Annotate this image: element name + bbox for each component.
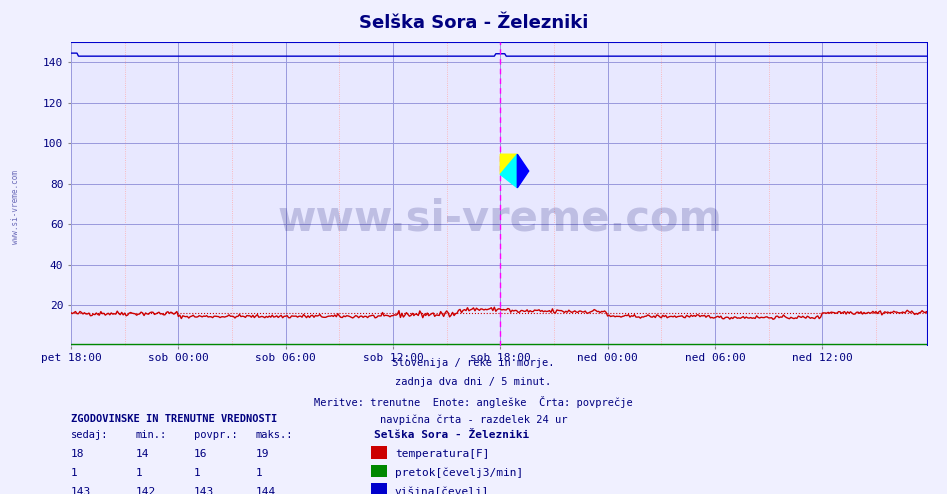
- Text: povpr.:: povpr.:: [194, 430, 238, 440]
- Text: 16: 16: [194, 449, 207, 459]
- Text: 144: 144: [256, 487, 276, 494]
- Text: 1: 1: [194, 468, 201, 478]
- Text: 143: 143: [71, 487, 91, 494]
- Text: 142: 142: [135, 487, 155, 494]
- Text: 1: 1: [135, 468, 142, 478]
- Text: Selška Sora - Železniki: Selška Sora - Železniki: [374, 430, 529, 440]
- Text: Meritve: trenutne  Enote: angleške  Črta: povprečje: Meritve: trenutne Enote: angleške Črta: …: [314, 396, 633, 408]
- Text: Slovenija / reke in morje.: Slovenija / reke in morje.: [392, 358, 555, 368]
- Text: zadnja dva dni / 5 minut.: zadnja dva dni / 5 minut.: [396, 377, 551, 387]
- Text: pretok[čevelj3/min]: pretok[čevelj3/min]: [395, 467, 523, 478]
- Text: Selška Sora - Železniki: Selška Sora - Železniki: [359, 14, 588, 32]
- Text: min.:: min.:: [135, 430, 167, 440]
- Text: 1: 1: [71, 468, 78, 478]
- Text: sedaj:: sedaj:: [71, 430, 109, 440]
- Text: www.si-vreme.com: www.si-vreme.com: [277, 197, 722, 239]
- Text: 143: 143: [194, 487, 214, 494]
- Text: 18: 18: [71, 449, 84, 459]
- Text: 19: 19: [256, 449, 269, 459]
- Text: maks.:: maks.:: [256, 430, 294, 440]
- Text: ZGODOVINSKE IN TRENUTNE VREDNOSTI: ZGODOVINSKE IN TRENUTNE VREDNOSTI: [71, 414, 277, 424]
- Text: višina[čevelj]: višina[čevelj]: [395, 486, 490, 494]
- Text: 1: 1: [256, 468, 262, 478]
- Text: 14: 14: [135, 449, 149, 459]
- Text: www.si-vreme.com: www.si-vreme.com: [11, 170, 21, 245]
- Text: temperatura[F]: temperatura[F]: [395, 449, 490, 459]
- Text: navpična črta - razdelek 24 ur: navpična črta - razdelek 24 ur: [380, 414, 567, 425]
